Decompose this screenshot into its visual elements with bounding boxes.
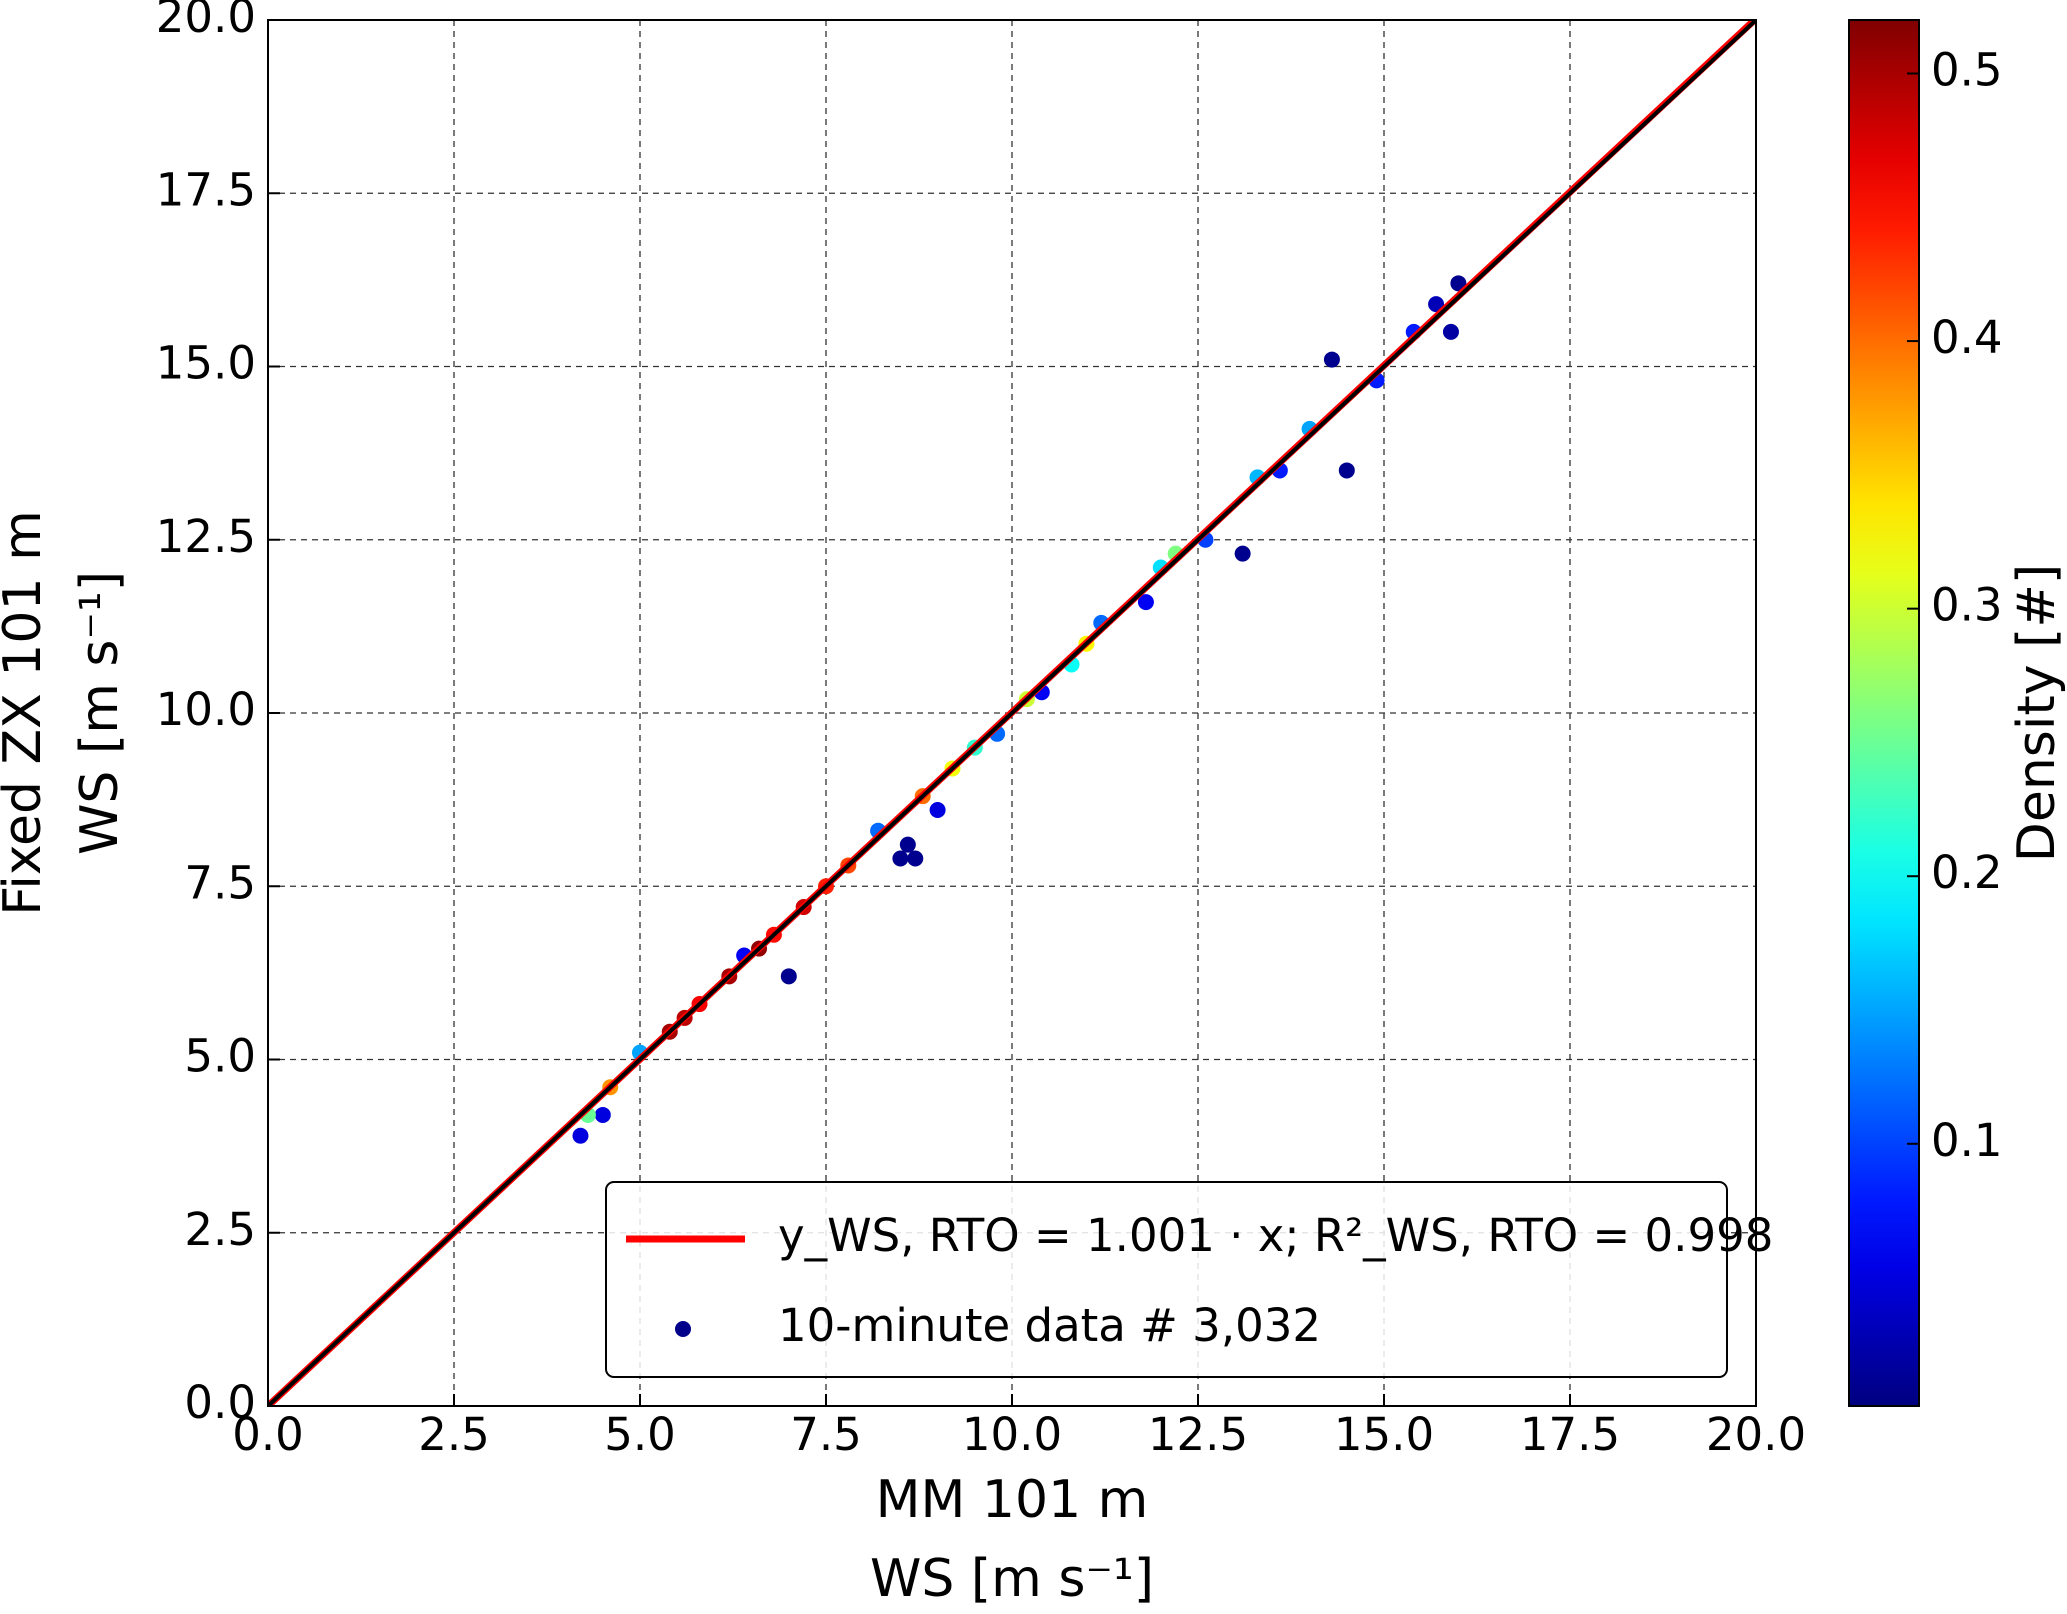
colorbar: [1848, 19, 1920, 1407]
colorbar-label: Density [#]: [2007, 564, 2067, 862]
colorbar-tick-label: 0.2: [1931, 846, 2003, 899]
y-axis-label: WS [m s⁻¹]: [70, 571, 130, 855]
y-tick-label: 17.5: [156, 163, 256, 216]
one-to-one-line: [268, 20, 1756, 1406]
x-axis-label: WS [m s⁻¹]: [870, 1549, 1154, 1609]
y-tick-label: 12.5: [156, 510, 256, 563]
x-tick-label: 20.0: [1706, 1408, 1806, 1461]
x-tick-label: 0.0: [232, 1408, 304, 1461]
x-tick-label: 10.0: [962, 1408, 1062, 1461]
colorbar-tick-label: 0.5: [1931, 44, 2003, 97]
x-tick-label: 15.0: [1334, 1408, 1434, 1461]
data-point: [1137, 594, 1154, 611]
colorbar-tick-label: 0.1: [1931, 1114, 2003, 1167]
data-point: [899, 836, 916, 853]
x-tick-label: 5.0: [604, 1408, 676, 1461]
legend-label: 10-minute data # 3,032: [778, 1299, 1321, 1352]
y-tick-label: 10.0: [156, 683, 256, 736]
data-point: [929, 802, 946, 819]
data-point: [572, 1127, 589, 1144]
data-point: [594, 1106, 611, 1123]
x-axis-label: MM 101 m: [876, 1470, 1149, 1530]
data-point: [780, 968, 797, 985]
y-tick-label: 2.5: [184, 1203, 256, 1256]
colorbar-tick-label: 0.4: [1931, 311, 2003, 364]
colorbar-tick-label: 0.3: [1931, 579, 2003, 632]
legend-box: [605, 1181, 1728, 1378]
y-tick-label: 7.5: [184, 856, 256, 909]
data-point: [1442, 323, 1459, 340]
y-tick-label: 20.0: [156, 0, 256, 43]
y-tick-label: 0.0: [184, 1376, 256, 1429]
data-point: [907, 850, 924, 867]
y-tick-label: 15.0: [156, 337, 256, 390]
x-tick-label: 17.5: [1520, 1408, 1620, 1461]
x-tick-label: 2.5: [418, 1408, 490, 1461]
data-point: [1428, 296, 1445, 313]
data-point: [892, 850, 909, 867]
x-tick-label: 12.5: [1148, 1408, 1248, 1461]
y-axis-label: Fixed ZX 101 m: [0, 510, 53, 916]
data-point: [1450, 275, 1467, 292]
plot-frame: [267, 19, 1757, 1407]
x-tick-label: 7.5: [790, 1408, 862, 1461]
legend-label: y_WS, RTO = 1.001 · x; R²_WS, RTO = 0.99…: [778, 1209, 1773, 1262]
plot-area: [268, 20, 1756, 1406]
legend-marker: [675, 1321, 691, 1337]
y-tick-label: 5.0: [184, 1030, 256, 1083]
data-point: [1338, 462, 1355, 479]
data-point: [1234, 545, 1251, 562]
data-point: [1323, 351, 1340, 368]
